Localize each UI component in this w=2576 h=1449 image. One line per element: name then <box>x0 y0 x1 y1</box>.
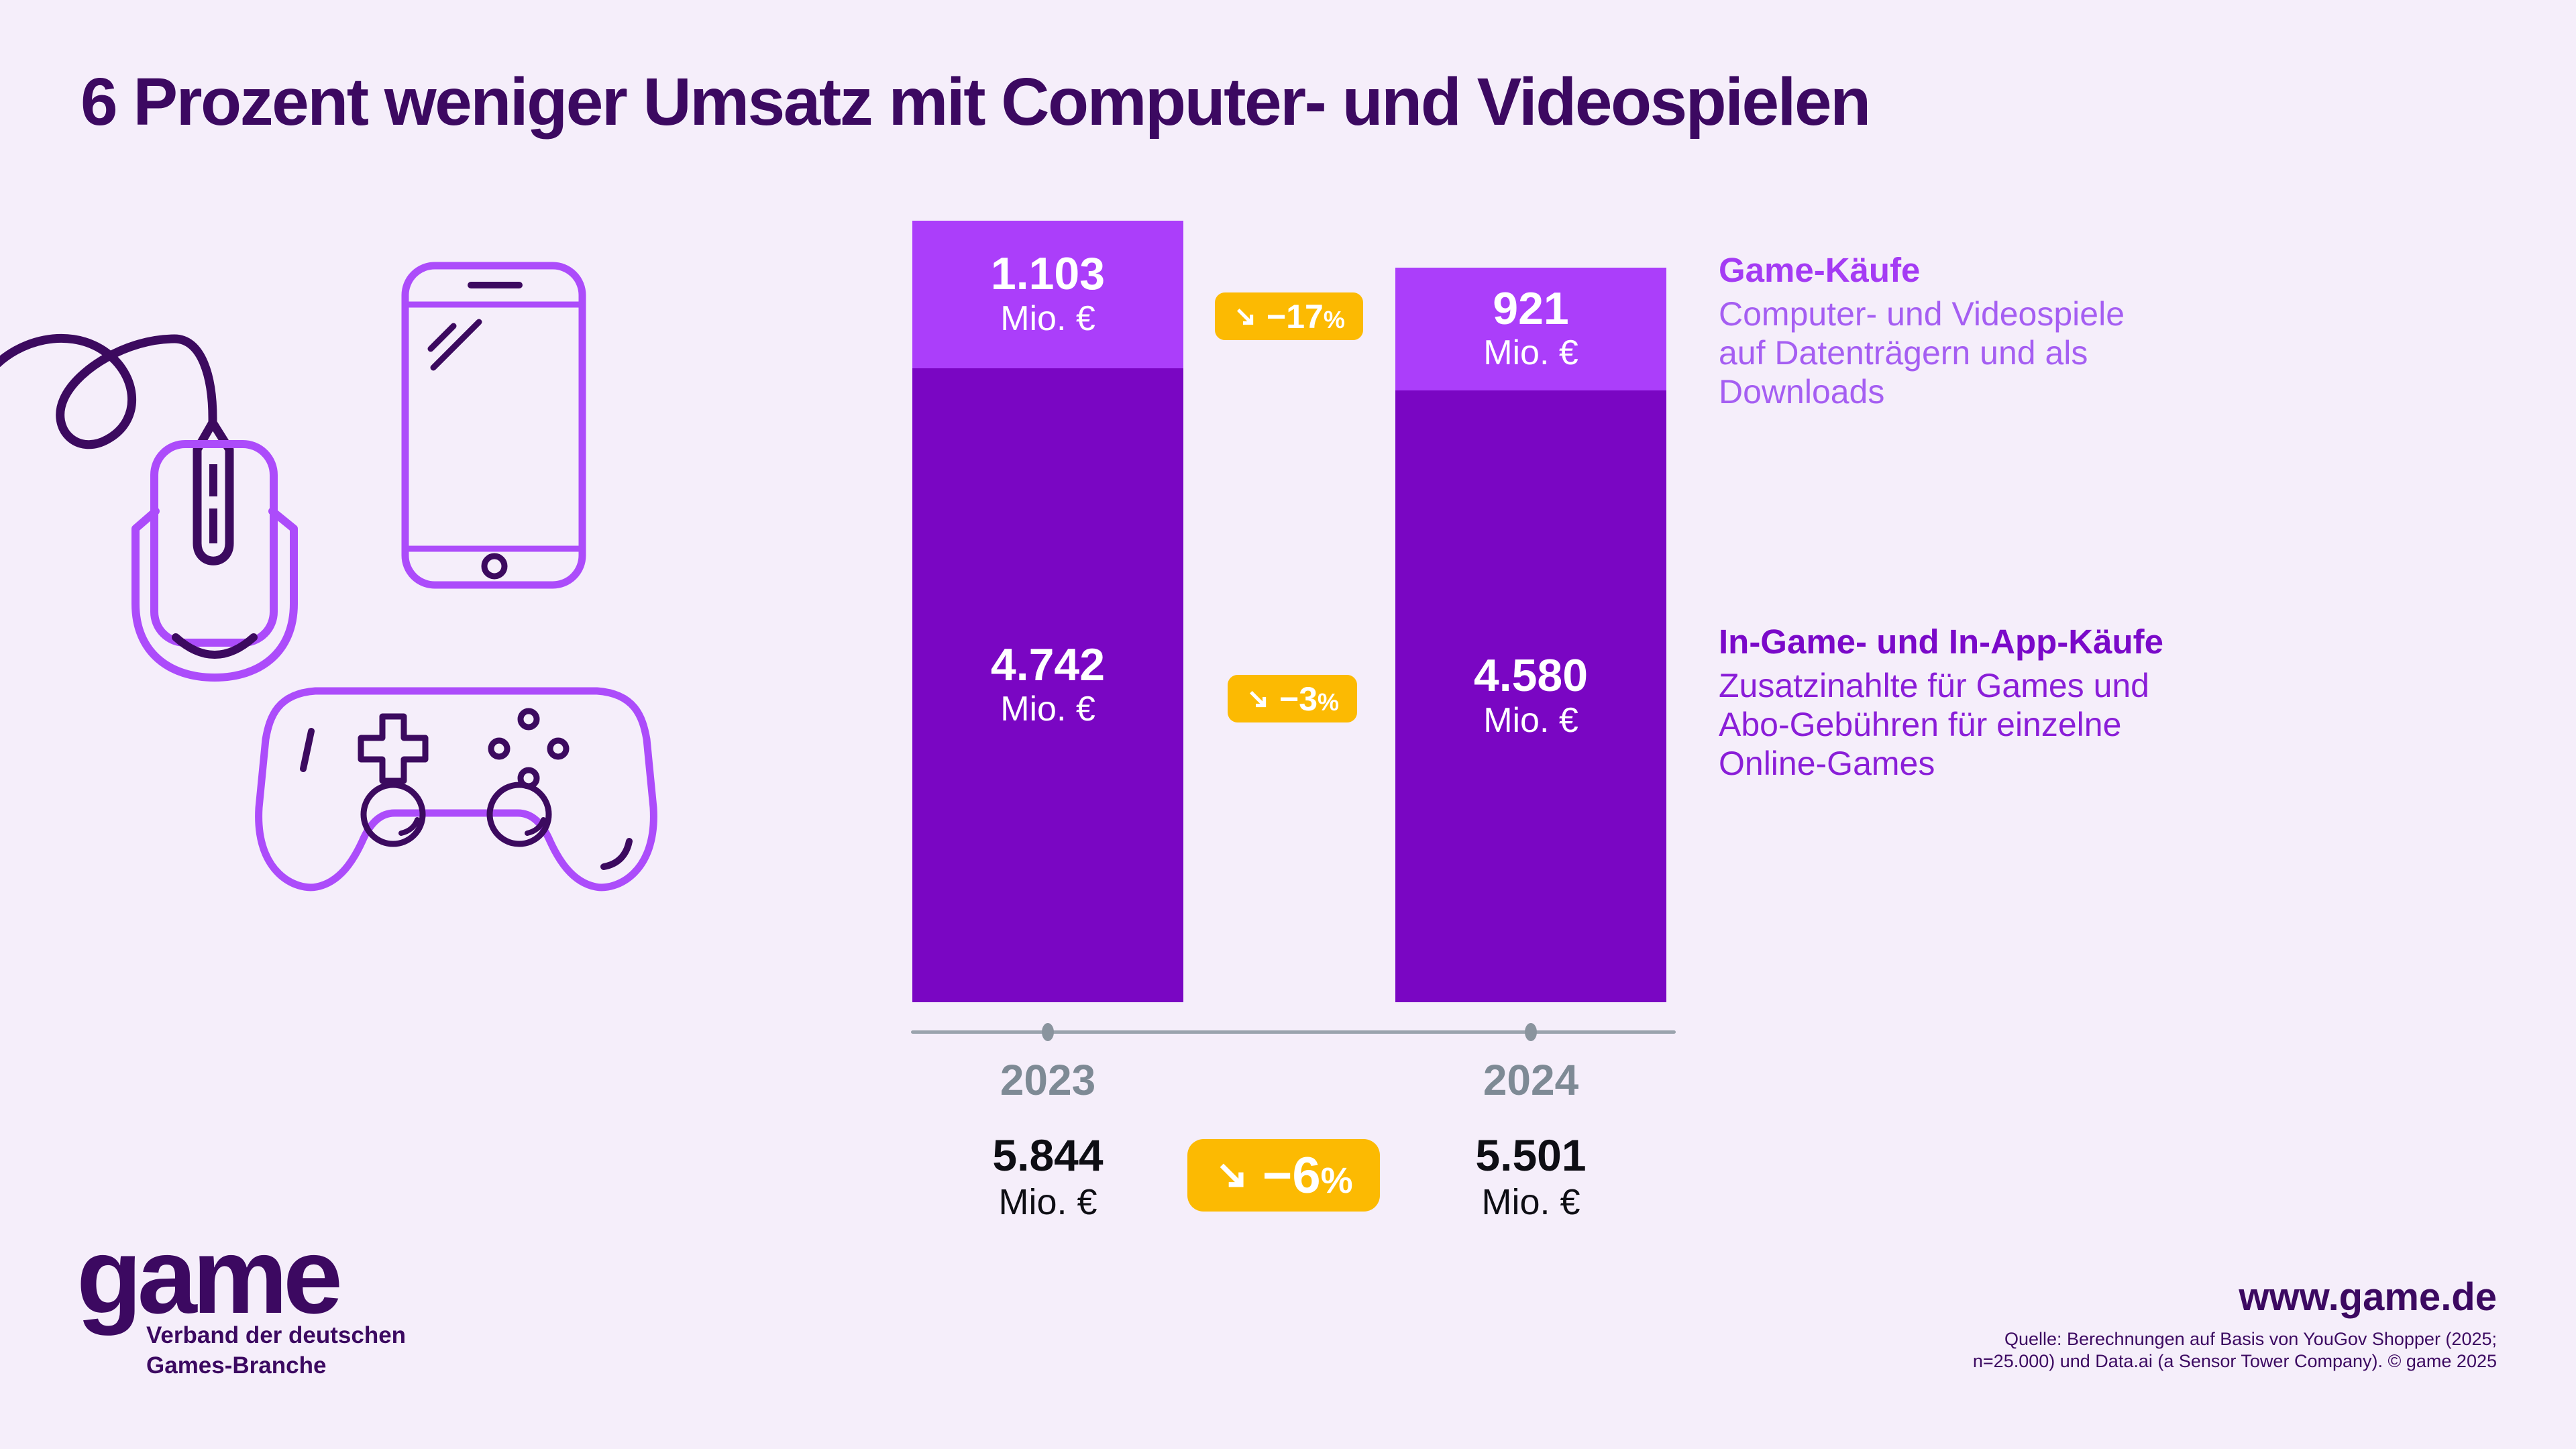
total-unit: Mio. € <box>998 1181 1097 1222</box>
legend-line: Computer- und Videospiele <box>1719 295 2125 333</box>
devices-illustration <box>0 262 657 892</box>
legend-title: Game-Käufe <box>1719 251 1921 289</box>
source-text: Quelle: Berechnungen auf Basis von YouGo… <box>1973 1328 2497 1373</box>
game-logo: game <box>76 1216 343 1336</box>
total-value: 5.501 <box>1475 1130 1587 1180</box>
down-right-arrow-icon <box>1249 690 1267 707</box>
change-value: −6 <box>1263 1146 1321 1204</box>
logo-subtitle: Verband der deutschen Games-Branche <box>146 1320 406 1381</box>
change-value: −3 <box>1279 680 1318 718</box>
segment-unit: Mio. € <box>1483 700 1578 740</box>
legend-title: In-Game- und In-App-Käufe <box>1719 623 2163 661</box>
percent-sign: % <box>1320 1160 1353 1201</box>
logo-subtitle-line: Games-Branche <box>146 1352 327 1379</box>
year-label-2024: 2024 <box>1483 1056 1579 1104</box>
source-line: n=25.000) und Data.ai (a Sensor Tower Co… <box>1972 1351 2497 1371</box>
down-right-arrow-icon <box>1220 1163 1244 1187</box>
smartphone-icon <box>401 262 586 589</box>
ingame-change-badge: −3% <box>1228 675 1358 722</box>
year-label-2023: 2023 <box>1000 1056 1096 1104</box>
source-line: Quelle: Berechnungen auf Basis von YouGo… <box>2004 1329 2497 1349</box>
bar-2023-game-purchases-segment: 1.103 Mio. € <box>912 221 1183 368</box>
percent-sign: % <box>1318 688 1340 716</box>
segment-value: 1.103 <box>990 248 1106 300</box>
gamepad-icon <box>255 687 657 892</box>
logo-subtitle-line: Verband der deutschen <box>146 1322 407 1348</box>
segment-unit: Mio. € <box>1000 299 1095 338</box>
total-change-badge: −6% <box>1187 1139 1380 1212</box>
bar-2023-ingame-segment: 4.742 Mio. € <box>912 368 1183 1002</box>
segment-value: 4.580 <box>1473 650 1589 702</box>
game-purchases-change-badge: −17% <box>1215 292 1363 340</box>
website-link[interactable]: www.game.de <box>2239 1275 2497 1319</box>
change-value: −17 <box>1267 297 1324 335</box>
bar-2024: 921 Mio. € 4.580 Mio. € <box>1395 268 1666 1002</box>
mouse-icon <box>0 333 298 682</box>
percent-sign: % <box>1323 305 1345 333</box>
legend-line: auf Datenträgern und als <box>1719 334 2088 372</box>
bar-2024-ingame-segment: 4.580 Mio. € <box>1395 390 1666 1002</box>
bar-2023: 1.103 Mio. € 4.742 Mio. € <box>912 221 1183 1002</box>
page-title: 6 Prozent weniger Umsatz mit Computer- u… <box>80 64 1871 140</box>
segment-unit: Mio. € <box>1000 690 1095 729</box>
x-axis-line <box>911 1030 1676 1034</box>
legend-line: Online-Games <box>1719 745 1935 783</box>
legend-game-purchases: Game-Käufe Computer- und Videospiele auf… <box>1719 250 2390 411</box>
total-unit: Mio. € <box>1481 1181 1580 1222</box>
segment-value: 4.742 <box>990 639 1106 690</box>
total-value: 5.844 <box>992 1130 1104 1180</box>
legend-line: Zusatzinahlte für Games und <box>1719 667 2149 705</box>
axis-tick-dot-2024 <box>1525 1023 1537 1041</box>
down-right-arrow-icon <box>1236 308 1254 325</box>
legend-line: Downloads <box>1719 373 1885 411</box>
legend-ingame-purchases: In-Game- und In-App-Käufe Zusatzinahlte … <box>1719 621 2390 783</box>
segment-value: 921 <box>1493 282 1569 334</box>
segment-unit: Mio. € <box>1483 333 1578 373</box>
axis-tick-dot-2023 <box>1042 1023 1054 1041</box>
legend-line: Abo-Gebühren für einzelne <box>1719 706 2122 744</box>
total-2023: 5.844 Mio. € <box>912 1131 1183 1222</box>
total-2024: 5.501 Mio. € <box>1395 1131 1666 1222</box>
bar-2024-game-purchases-segment: 921 Mio. € <box>1395 268 1666 390</box>
